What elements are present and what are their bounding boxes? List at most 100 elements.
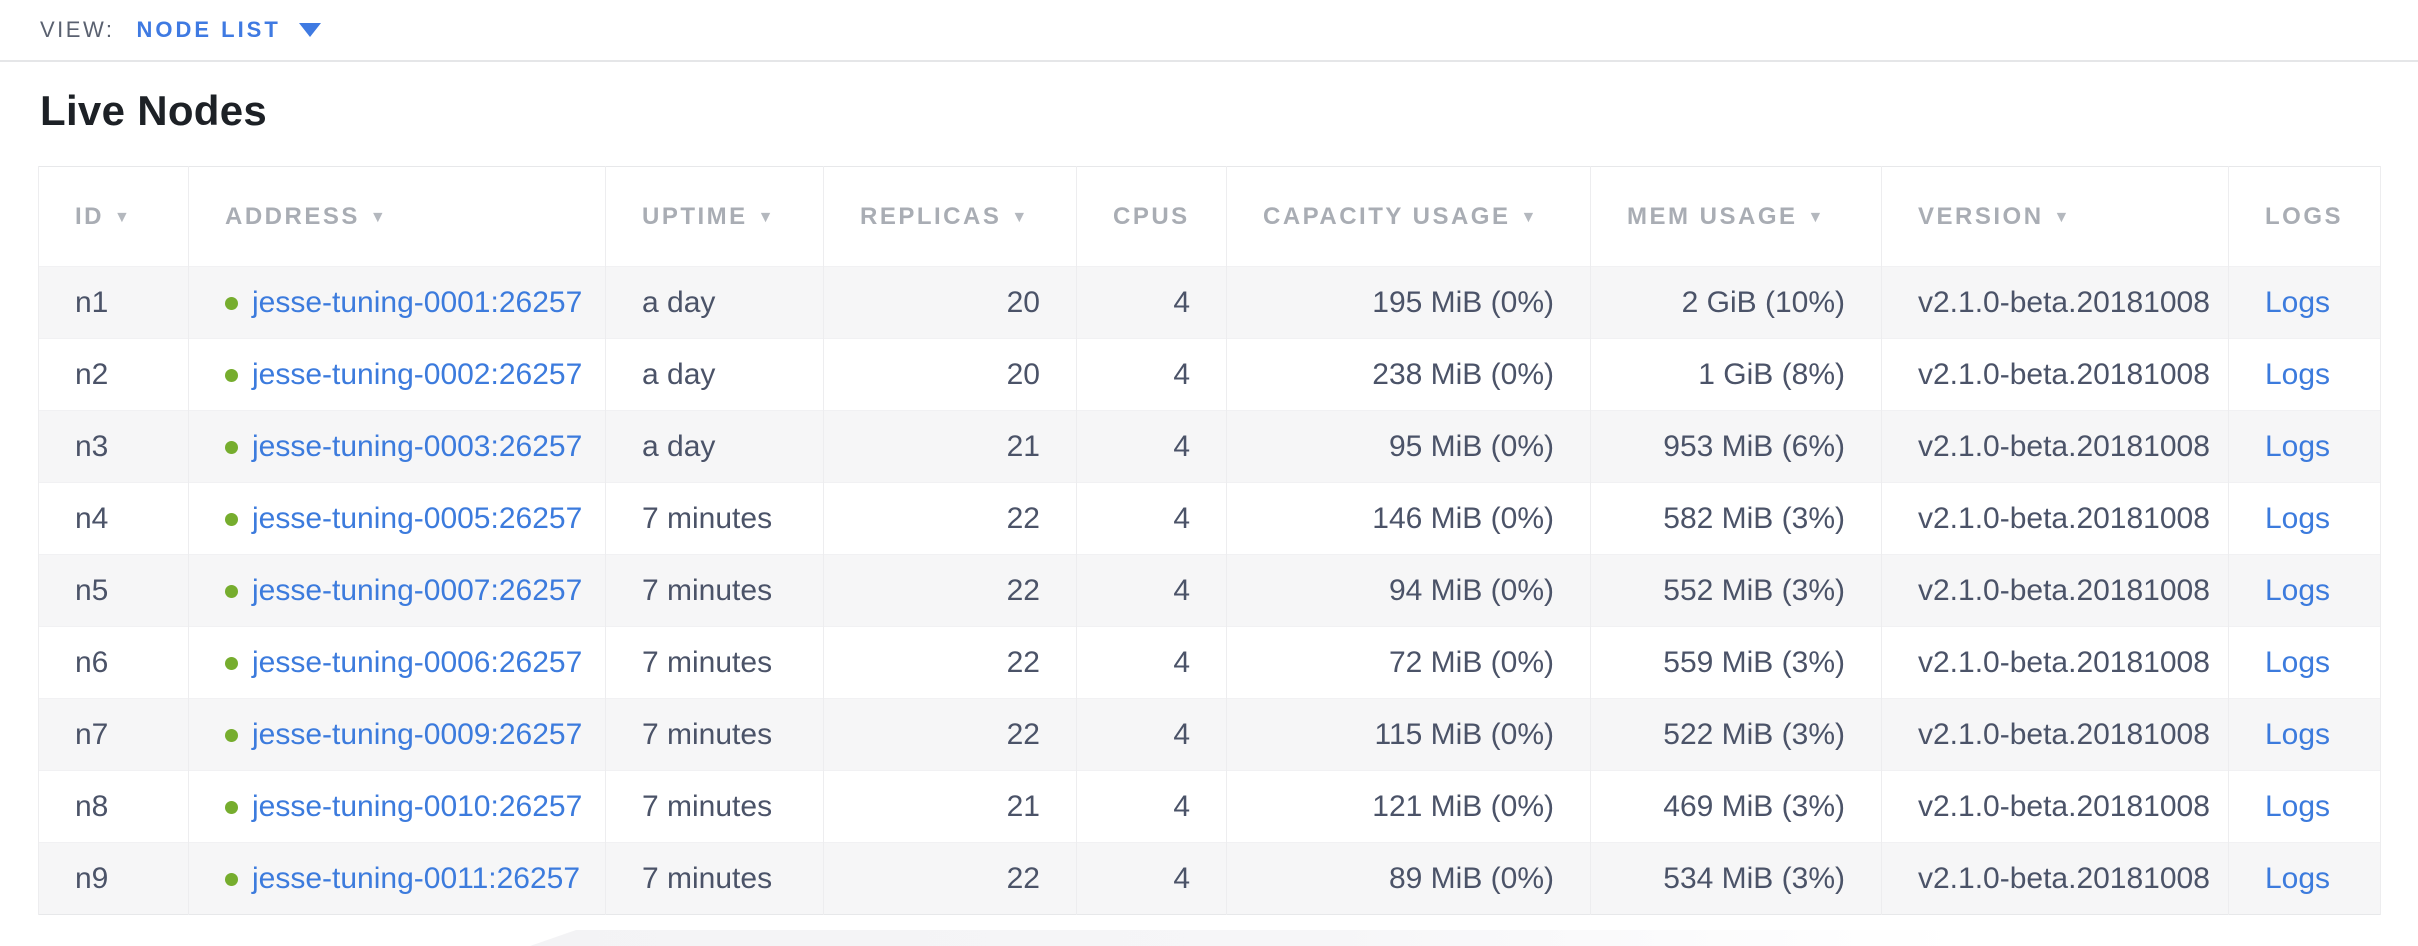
cell-id: n1 [38,266,189,339]
table-header-row: ID ▼ ADDRESS ▼ UPTIME ▼ REPLICAS ▼ CPUS CAPACITY … [38,166,2381,267]
table-row: n6 jesse-tuning-0006:26257 7 minutes 22 4 72 … [38,626,2381,699]
logs-link[interactable]: Logs [2265,573,2331,607]
logs-link[interactable]: Logs [2265,285,2331,319]
cell-capacity: 146 MiB (0%) [1226,482,1591,555]
cell-cpus: 4 [1076,482,1227,555]
node-address-link[interactable]: jesse-tuning-0011:26257 [252,861,581,895]
node-address-link[interactable]: jesse-tuning-0010:26257 [252,789,583,823]
node-address-link[interactable]: jesse-tuning-0002:26257 [252,357,583,391]
logs-link[interactable]: Logs [2265,357,2331,391]
cell-mem: 522 MiB (3%) [1590,698,1882,771]
column-header-address[interactable]: ADDRESS ▼ [188,166,606,267]
cell-uptime: 7 minutes [605,626,824,699]
cell-uptime: a day [605,338,824,411]
page-title: Live Nodes [40,87,268,134]
cell-address: jesse-tuning-0007:26257 [188,554,606,627]
cell-replicas: 20 [823,338,1077,411]
cell-cpus: 4 [1076,842,1227,915]
cell-id: n4 [38,482,189,555]
cell-version: v2.1.0-beta.20181008 [1881,698,2229,771]
logs-link[interactable]: Logs [2265,861,2331,895]
column-header-replicas[interactable]: REPLICAS ▼ [823,166,1077,267]
cell-replicas: 22 [823,482,1077,555]
column-header-cpus: CPUS [1076,166,1227,267]
cell-cpus: 4 [1076,626,1227,699]
column-header-logs: LOGS [2228,166,2381,267]
cell-capacity: 121 MiB (0%) [1226,770,1591,843]
view-dropdown[interactable]: NODE LIST [136,17,321,43]
cell-mem: 559 MiB (3%) [1590,626,1882,699]
cell-mem: 2 GiB (10%) [1590,266,1882,339]
cell-capacity: 94 MiB (0%) [1226,554,1591,627]
node-live-status-icon [225,512,238,526]
column-header-version[interactable]: VERSION ▼ [1881,166,2229,267]
cell-id: n3 [38,410,189,483]
column-header-id[interactable]: ID ▼ [38,166,189,267]
node-address-link[interactable]: jesse-tuning-0005:26257 [252,501,583,535]
chevron-down-icon [298,23,321,37]
cell-logs: Logs [2228,842,2381,915]
cell-mem: 1 GiB (8%) [1590,338,1882,411]
cell-address: jesse-tuning-0009:26257 [188,698,606,771]
table-row: n8 jesse-tuning-0010:26257 7 minutes 21 4 121… [38,770,2381,843]
below-fold-panel-edge [530,930,1960,946]
table-row: n2 jesse-tuning-0002:26257 a day 20 4 238 MiB… [38,338,2381,411]
node-live-status-icon [225,728,238,742]
cell-uptime: 7 minutes [605,842,824,915]
node-live-status-icon [225,296,238,310]
cell-version: v2.1.0-beta.20181008 [1881,266,2229,339]
view-dropdown-value: NODE LIST [136,17,281,42]
table-row: n7 jesse-tuning-0009:26257 7 minutes 22 4 115… [38,698,2381,771]
cell-replicas: 21 [823,770,1077,843]
table-row: n4 jesse-tuning-0005:26257 7 minutes 22 4 146… [38,482,2381,555]
cell-mem: 953 MiB (6%) [1590,410,1882,483]
column-label: LOGS [2265,202,2344,230]
cell-cpus: 4 [1076,410,1227,483]
sort-desc-icon: ▼ [1520,208,1539,226]
logs-link[interactable]: Logs [2265,717,2331,751]
cell-mem: 552 MiB (3%) [1590,554,1882,627]
cell-cpus: 4 [1076,698,1227,771]
column-header-uptime[interactable]: UPTIME ▼ [605,166,824,267]
cell-logs: Logs [2228,482,2381,555]
node-live-status-icon [225,368,238,382]
cell-id: n7 [38,698,189,771]
column-label: CPUS [1113,202,1190,230]
cell-replicas: 22 [823,626,1077,699]
table-row: n3 jesse-tuning-0003:26257 a day 21 4 95 MiB … [38,410,2381,483]
live-nodes-table-container: ID ▼ ADDRESS ▼ UPTIME ▼ REPLICAS ▼ CPUS CAPACITY … [38,166,2418,915]
table-row: n9 jesse-tuning-0011:26257 7 minutes 22 4 89 … [38,842,2381,915]
cell-replicas: 20 [823,266,1077,339]
node-live-status-icon [225,584,238,598]
cell-logs: Logs [2228,554,2381,627]
view-label: VIEW: [40,17,115,42]
node-address-link[interactable]: jesse-tuning-0006:26257 [252,645,583,679]
column-header-capacity[interactable]: CAPACITY USAGE ▼ [1226,166,1591,267]
cell-version: v2.1.0-beta.20181008 [1881,410,2229,483]
logs-link[interactable]: Logs [2265,429,2331,463]
live-nodes-table: ID ▼ ADDRESS ▼ UPTIME ▼ REPLICAS ▼ CPUS CAPACITY … [38,166,2381,915]
cell-cpus: 4 [1076,338,1227,411]
node-address-link[interactable]: jesse-tuning-0009:26257 [252,717,583,751]
column-header-mem[interactable]: MEM USAGE ▼ [1590,166,1882,267]
cell-logs: Logs [2228,410,2381,483]
cell-uptime: 7 minutes [605,770,824,843]
logs-link[interactable]: Logs [2265,501,2331,535]
node-address-link[interactable]: jesse-tuning-0003:26257 [252,429,583,463]
cell-cpus: 4 [1076,554,1227,627]
column-label: VERSION [1918,202,2044,230]
logs-link[interactable]: Logs [2265,645,2331,679]
cell-logs: Logs [2228,338,2381,411]
column-label: REPLICAS [860,202,1002,230]
cell-address: jesse-tuning-0010:26257 [188,770,606,843]
cell-logs: Logs [2228,698,2381,771]
cell-capacity: 72 MiB (0%) [1226,626,1591,699]
node-live-status-icon [225,656,238,670]
cell-version: v2.1.0-beta.20181008 [1881,482,2229,555]
node-address-link[interactable]: jesse-tuning-0001:26257 [252,285,583,319]
logs-link[interactable]: Logs [2265,789,2331,823]
node-address-link[interactable]: jesse-tuning-0007:26257 [252,573,583,607]
column-label: UPTIME [642,202,748,230]
cell-address: jesse-tuning-0011:26257 [188,842,606,915]
sort-desc-icon: ▼ [757,208,777,226]
